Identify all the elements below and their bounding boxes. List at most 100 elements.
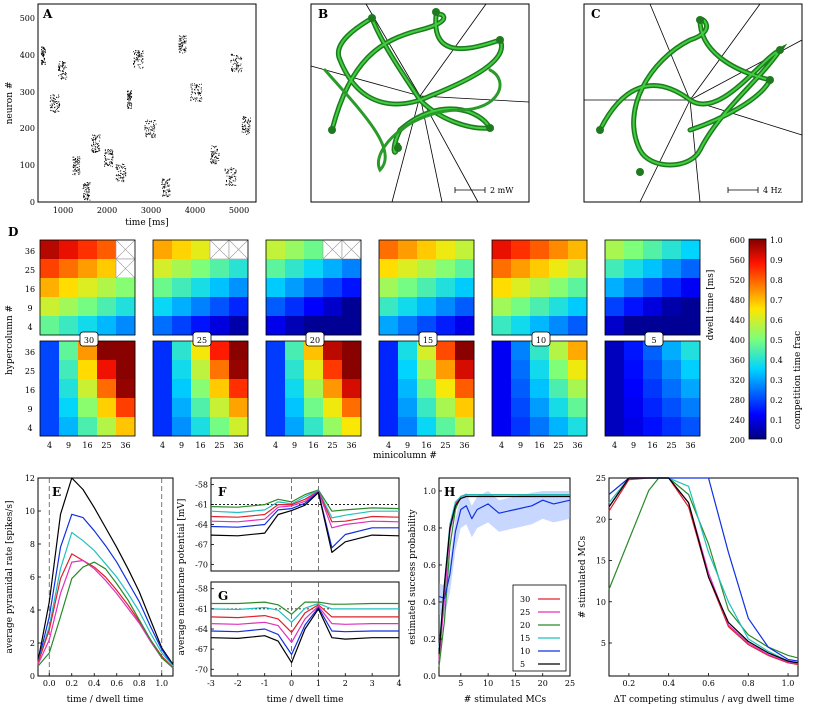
spike [133,66,135,68]
spike [237,64,238,66]
spike [169,190,171,191]
spike [63,64,64,66]
a-ylabel: neuron # [5,82,15,125]
a-ytick: 500 [20,14,35,23]
spike [231,169,233,171]
spike [148,130,149,132]
spike [128,93,130,95]
spike [151,136,153,138]
heatmap-cell [417,379,437,399]
heatmap-cell [662,398,682,418]
spike [178,44,180,46]
x-tick-label: 1 [316,679,321,688]
spike [87,199,88,201]
series-line-25 [37,559,174,669]
heatmap-cell [530,240,550,260]
x-tick-label: 3 [370,679,375,688]
spike [234,70,236,72]
spike [127,93,129,95]
spike [235,172,237,174]
spike [87,194,89,196]
spike [63,62,65,64]
spike [41,64,43,66]
b-scale-label: 2 mW [490,186,514,195]
spike [185,42,187,44]
spike [58,107,60,108]
spike [77,172,79,173]
spike [62,71,64,73]
spike [178,43,180,45]
heatmap-cell [624,297,644,317]
spike [146,136,147,138]
spike [241,131,243,133]
spike [247,119,249,121]
heatmap-cell [492,240,512,260]
spike [109,153,111,155]
heatmap-cell [492,360,512,380]
spike [244,118,245,120]
spike [190,86,192,88]
spike [42,50,43,52]
heatmap-cell [379,417,399,437]
spike [88,196,90,198]
spike [236,55,238,57]
spike [195,98,197,100]
spike [200,97,202,99]
spike [231,168,233,170]
heatmap-cell [436,240,456,260]
spike [149,121,151,123]
spike [111,166,113,168]
spike [190,99,192,101]
y-tick-label: 1.0 [423,487,436,496]
y-tick-label: 15 [596,557,606,566]
spike [142,52,144,54]
spike [241,126,243,127]
spike [43,54,45,56]
heatmap-cell [172,379,192,399]
spike [136,50,138,52]
spike [112,156,114,158]
spike [62,70,63,72]
spike [105,159,107,161]
spike [57,110,59,112]
heatmap-cell [398,240,418,260]
spike [50,95,52,97]
spike [72,159,74,161]
heatmap-cell [97,316,117,336]
heatmap-cell [285,240,305,260]
spike [125,172,127,173]
spike [42,56,44,58]
spike [183,40,185,42]
spike [155,123,157,125]
spike [131,96,133,98]
d-mc-tick: 16 [82,441,92,450]
spike [191,83,193,85]
heatmap-cell [643,417,663,437]
heatmap-cell [210,316,230,336]
spike [236,61,237,63]
spike [242,118,244,120]
heatmap-cell [436,316,456,336]
spike [137,56,139,58]
spike [141,53,142,54]
spike [58,101,60,103]
spike [228,183,230,185]
heatmap-badge [644,331,664,347]
spike [87,184,89,186]
spike [249,125,251,127]
spike [168,191,170,192]
heatmap-cell [549,360,569,380]
spike [79,160,80,162]
heatmap-cell [549,341,569,361]
y-tick-label: -61 [195,605,208,614]
x-tick-label: 25 [565,679,575,688]
heatmap-cell [568,259,588,279]
y-tick-label: 8 [30,540,35,549]
spike [181,45,183,46]
spike [87,184,89,186]
spike [43,59,45,61]
spike [98,140,100,142]
spike [55,108,57,110]
spike [154,120,156,122]
spike [74,167,76,169]
